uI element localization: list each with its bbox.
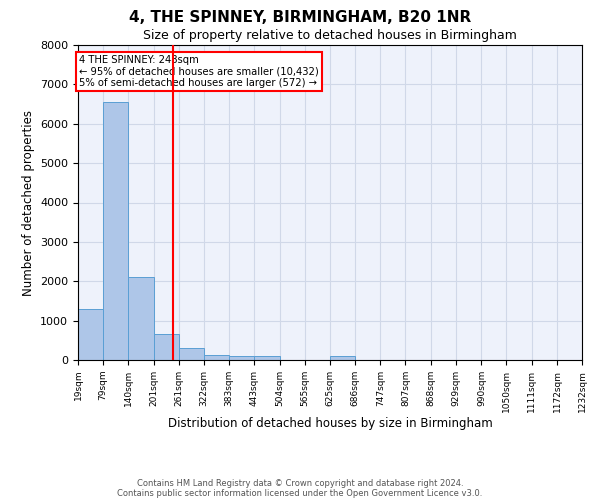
- X-axis label: Distribution of detached houses by size in Birmingham: Distribution of detached houses by size …: [167, 418, 493, 430]
- Bar: [204, 355, 229, 360]
- Bar: [103, 102, 128, 360]
- Title: Size of property relative to detached houses in Birmingham: Size of property relative to detached ho…: [143, 30, 517, 43]
- Bar: [179, 348, 204, 360]
- Text: Contains public sector information licensed under the Open Government Licence v3: Contains public sector information licen…: [118, 488, 482, 498]
- Bar: [254, 356, 280, 360]
- Bar: [154, 334, 179, 360]
- Bar: [128, 278, 154, 360]
- Text: 4 THE SPINNEY: 248sqm
← 95% of detached houses are smaller (10,432)
5% of semi-d: 4 THE SPINNEY: 248sqm ← 95% of detached …: [79, 55, 319, 88]
- Bar: [78, 309, 103, 360]
- Text: 4, THE SPINNEY, BIRMINGHAM, B20 1NR: 4, THE SPINNEY, BIRMINGHAM, B20 1NR: [129, 10, 471, 25]
- Text: Contains HM Land Registry data © Crown copyright and database right 2024.: Contains HM Land Registry data © Crown c…: [137, 478, 463, 488]
- Bar: [229, 356, 254, 360]
- Y-axis label: Number of detached properties: Number of detached properties: [22, 110, 35, 296]
- Bar: [330, 356, 355, 360]
